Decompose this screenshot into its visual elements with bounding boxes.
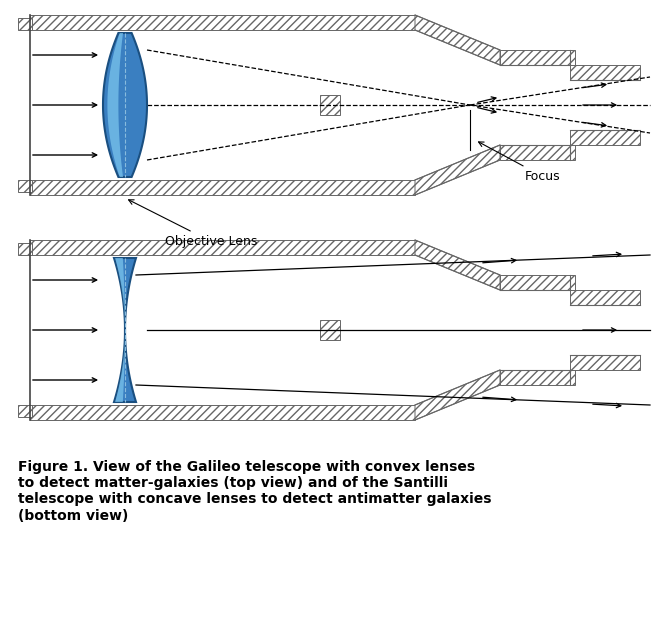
Bar [18, 180, 32, 192]
Text: Objective Lens: Objective Lens [128, 200, 257, 248]
Bar [320, 95, 340, 115]
Bar [500, 50, 575, 65]
Bar [570, 290, 640, 305]
Bar [500, 145, 575, 160]
Bar [500, 275, 575, 290]
Bar [18, 18, 32, 30]
Polygon shape [415, 240, 500, 290]
Text: Focus: Focus [479, 142, 561, 183]
Polygon shape [415, 15, 500, 65]
Bar [30, 240, 415, 255]
Bar [30, 15, 415, 30]
Bar [18, 243, 32, 255]
Polygon shape [415, 145, 500, 195]
Bar [570, 355, 640, 370]
Polygon shape [103, 33, 147, 177]
Bar [570, 130, 640, 145]
Bar [30, 405, 415, 420]
Polygon shape [114, 258, 136, 402]
Polygon shape [108, 33, 123, 177]
Bar [500, 370, 575, 385]
Bar [18, 405, 32, 417]
Bar [570, 65, 640, 80]
Text: Figure 1. View of the Galileo telescope with convex lenses
to detect matter-gala: Figure 1. View of the Galileo telescope … [18, 460, 491, 523]
Polygon shape [415, 370, 500, 420]
Polygon shape [115, 258, 125, 402]
Bar [30, 180, 415, 195]
Bar [320, 320, 340, 340]
